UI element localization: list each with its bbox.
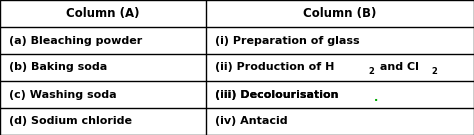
Text: .: . bbox=[374, 93, 378, 103]
Text: (a) Bleaching powder: (a) Bleaching powder bbox=[9, 36, 142, 45]
Text: (iii) Decolourisation: (iii) Decolourisation bbox=[215, 90, 338, 99]
Text: and Cl: and Cl bbox=[376, 63, 419, 72]
Text: (i) Preparation of glass: (i) Preparation of glass bbox=[215, 36, 359, 45]
Text: (c) Washing soda: (c) Washing soda bbox=[9, 90, 116, 99]
Text: Column (A): Column (A) bbox=[66, 7, 140, 20]
Text: 2: 2 bbox=[432, 67, 438, 75]
Text: (b) Baking soda: (b) Baking soda bbox=[9, 63, 107, 72]
Text: 2: 2 bbox=[369, 67, 374, 75]
Text: (iii) Decolourisation: (iii) Decolourisation bbox=[215, 90, 338, 99]
Text: (iv) Antacid: (iv) Antacid bbox=[215, 117, 287, 126]
Text: (d) Sodium chloride: (d) Sodium chloride bbox=[9, 117, 131, 126]
Text: Column (B): Column (B) bbox=[303, 7, 377, 20]
Text: (ii) Production of H: (ii) Production of H bbox=[215, 63, 334, 72]
